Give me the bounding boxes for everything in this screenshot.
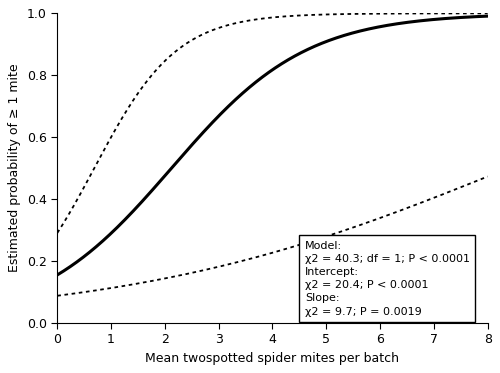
X-axis label: Mean twospotted spider mites per batch: Mean twospotted spider mites per batch xyxy=(146,352,400,365)
Text: Model:
χ2 = 40.3; df = 1; P < 0.0001
Intercept:
χ2 = 20.4; P < 0.0001
Slope:
χ2 : Model: χ2 = 40.3; df = 1; P < 0.0001 Int… xyxy=(305,241,470,317)
Y-axis label: Estimated probability of ≥ 1 mite: Estimated probability of ≥ 1 mite xyxy=(8,64,22,272)
